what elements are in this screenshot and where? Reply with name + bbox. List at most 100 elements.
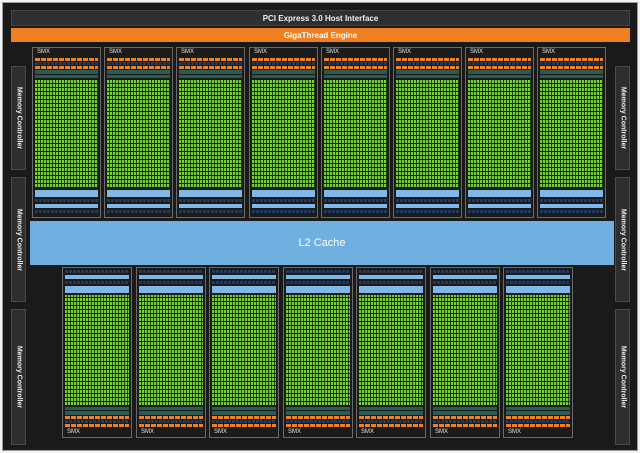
smx-dispatch-strip (252, 70, 315, 74)
smx-cache-strip (35, 204, 98, 208)
smx-scheduler-strip (433, 420, 497, 423)
smx-core-array (35, 79, 98, 187)
smx-unit: SMX (32, 47, 101, 218)
smx-cache-strip (286, 286, 350, 293)
smx-label: SMX (181, 49, 195, 55)
smx-label: SMX (326, 49, 340, 55)
smx-cache-strip (252, 190, 315, 197)
smx-register-strip (359, 424, 423, 427)
smx-cache-strip (433, 275, 497, 279)
smx-dispatch-strip (359, 411, 423, 415)
smx-dispatch-strip (286, 407, 350, 410)
smx-scheduler-strip (139, 420, 203, 423)
smx-dispatch-strip (540, 75, 603, 78)
smx-texture-strip (433, 281, 497, 284)
smx-cache-strip (139, 286, 203, 293)
l2-cache-label: L2 Cache (298, 237, 346, 249)
smx-register-strip (324, 58, 387, 61)
memory-controller-right-1: Memory Controller (615, 66, 630, 170)
smx-scheduler-strip (107, 62, 170, 65)
smx-dispatch-strip (506, 407, 570, 410)
smx-texture-strip (286, 281, 350, 284)
smx-unit: SMX (503, 267, 573, 438)
smx-unit: SMX (104, 47, 173, 218)
smx-core-array (468, 79, 531, 187)
smx-texture-strip (35, 199, 98, 202)
smx-register-strip (359, 416, 423, 419)
smx-label: SMX (254, 49, 268, 55)
memory-controller-label: Memory Controller (619, 86, 626, 150)
smx-cache-strip (139, 275, 203, 279)
smx-label: SMX (470, 49, 484, 55)
smx-cache-strip (540, 204, 603, 208)
smx-register-strip (252, 66, 315, 69)
smx-scheduler-strip (212, 420, 276, 423)
memory-controller-left-1: Memory Controller (11, 66, 26, 170)
memory-controller-label: Memory Controller (15, 345, 22, 409)
smx-register-strip (396, 58, 459, 61)
smx-label: SMX (398, 49, 412, 55)
smx-scheduler-strip (506, 420, 570, 423)
smx-texture-strip (433, 270, 497, 273)
smx-dispatch-strip (433, 411, 497, 415)
smx-cache-strip (359, 275, 423, 279)
memory-controller-label: Memory Controller (619, 208, 626, 271)
smx-register-strip (107, 66, 170, 69)
smx-dispatch-strip (396, 75, 459, 78)
smx-core-array (107, 79, 170, 187)
smx-label: SMX (109, 49, 123, 55)
smx-label: SMX (288, 429, 302, 435)
smx-texture-strip (506, 270, 570, 273)
smx-dispatch-strip (179, 75, 242, 78)
smx-label: SMX (37, 49, 51, 55)
smx-dispatch-strip (468, 70, 531, 74)
smx-texture-strip (506, 281, 570, 284)
smx-register-strip (468, 66, 531, 69)
smx-dispatch-strip (179, 70, 242, 74)
smx-cache-strip (212, 275, 276, 279)
smx-register-strip (107, 58, 170, 61)
smx-texture-strip (179, 210, 242, 213)
smx-texture-strip (212, 281, 276, 284)
smx-register-strip (35, 58, 98, 61)
smx-dispatch-strip (396, 70, 459, 74)
smx-cache-strip (468, 190, 531, 197)
smx-register-strip (433, 416, 497, 419)
smx-register-strip (540, 66, 603, 69)
smx-unit: SMX (393, 47, 462, 218)
smx-dispatch-strip (65, 407, 129, 410)
smx-texture-strip (252, 210, 315, 213)
smx-register-strip (139, 416, 203, 419)
smx-dispatch-strip (212, 407, 276, 410)
smx-texture-strip (540, 210, 603, 213)
smx-label: SMX (435, 429, 449, 435)
smx-dispatch-strip (65, 411, 129, 415)
smx-register-strip (179, 66, 242, 69)
smx-cache-strip (506, 275, 570, 279)
smx-core-array (65, 295, 129, 405)
smx-scheduler-strip (396, 62, 459, 65)
smx-unit: SMX (537, 47, 606, 218)
smx-label: SMX (67, 429, 81, 435)
memory-controller-left-3: Memory Controller (11, 309, 26, 445)
smx-cache-strip (35, 190, 98, 197)
smx-core-array (139, 295, 203, 405)
smx-cache-strip (324, 190, 387, 197)
smx-dispatch-strip (212, 411, 276, 415)
smx-scheduler-strip (359, 420, 423, 423)
smx-core-array (396, 79, 459, 187)
smx-register-strip (212, 416, 276, 419)
smx-cache-strip (252, 204, 315, 208)
smx-unit: SMX (176, 47, 245, 218)
memory-controller-right-2: Memory Controller (615, 177, 630, 302)
smx-texture-strip (35, 210, 98, 213)
smx-core-array (359, 295, 423, 405)
pcie-host-interface-label: PCI Express 3.0 Host Interface (262, 13, 379, 23)
smx-unit: SMX (249, 47, 318, 218)
smx-unit: SMX (356, 267, 426, 438)
smx-unit: SMX (283, 267, 353, 438)
smx-cache-strip (468, 204, 531, 208)
smx-texture-strip (252, 199, 315, 202)
smx-cache-strip (179, 190, 242, 197)
smx-texture-strip (396, 210, 459, 213)
